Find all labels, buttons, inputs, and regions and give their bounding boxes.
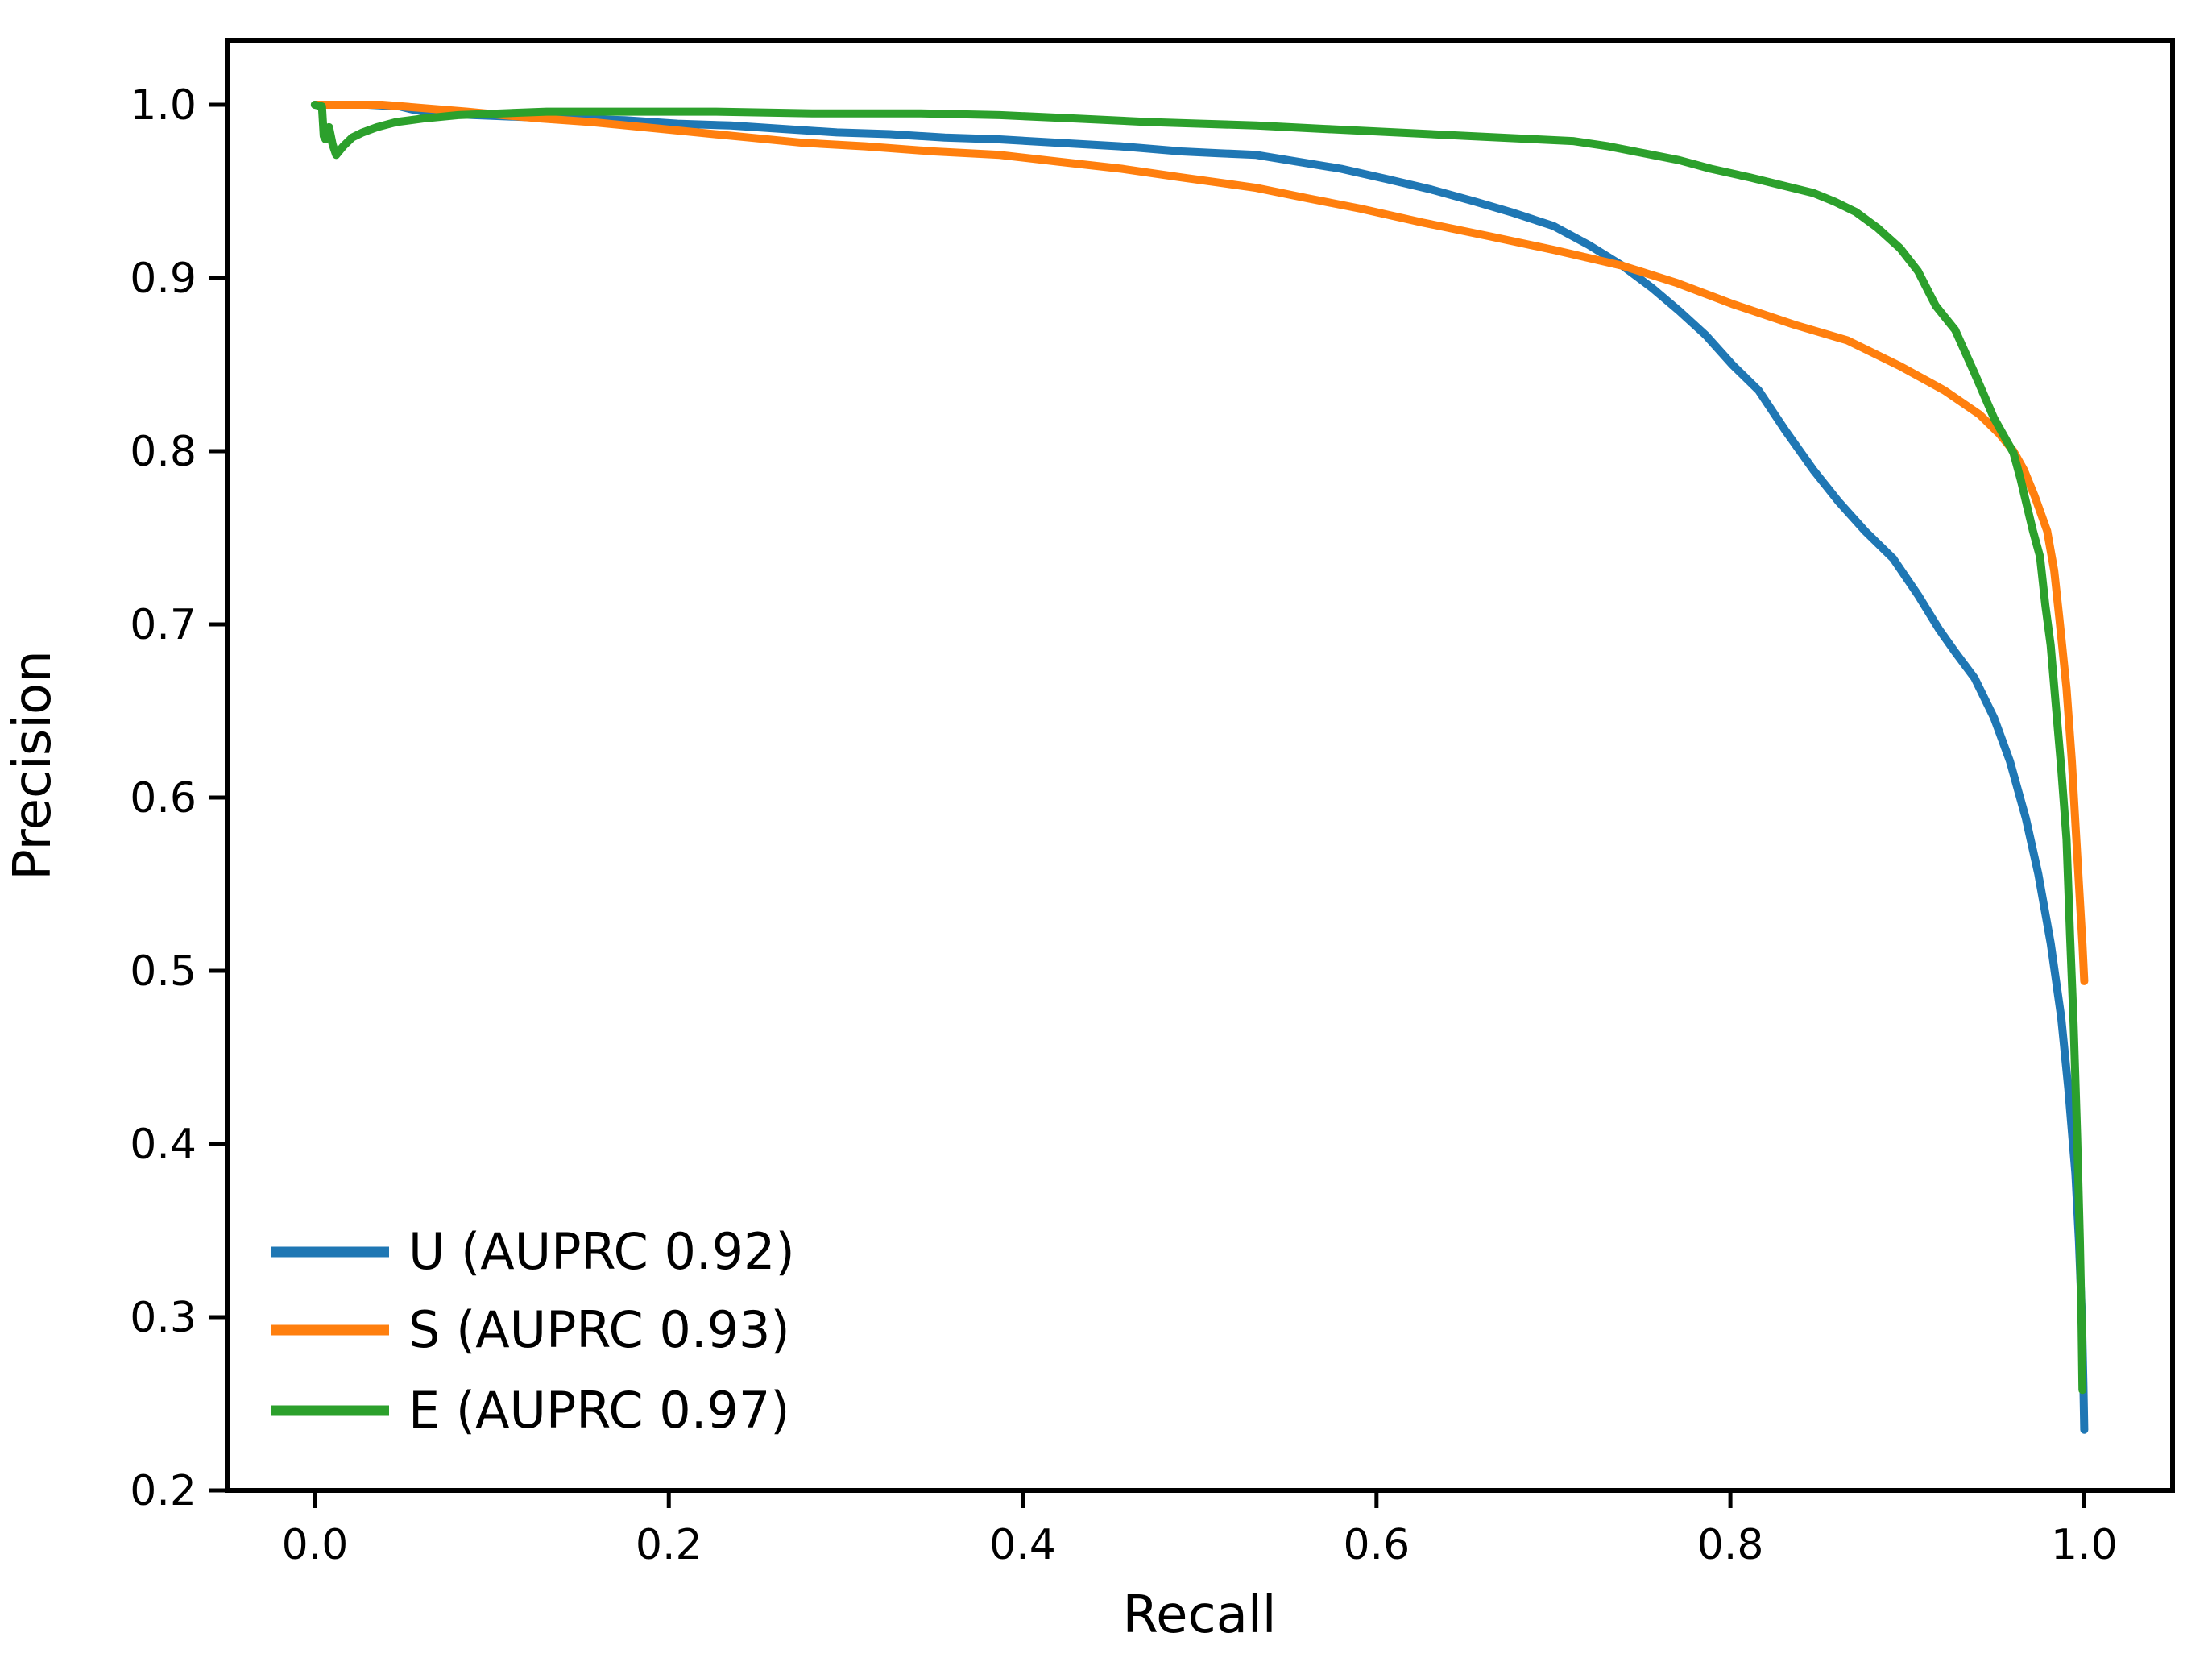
x-axis-label: Recall [1123, 1585, 1277, 1645]
y-tick-label: 0.6 [130, 774, 197, 823]
x-tick-label: 0.8 [1697, 1521, 1764, 1569]
legend-label-E: E (AUPRC 0.97) [408, 1381, 789, 1440]
series-line-E [310, 101, 2087, 1395]
y-axis-ticks: 0.2 0.3 0.4 0.5 0.6 0.7 0.8 0.9 1.0 [130, 81, 227, 1515]
plot-border [225, 38, 2175, 1493]
x-axis-ticks: 0.0 0.2 0.4 0.6 0.8 1.0 [282, 1490, 2118, 1569]
x-tick-label: 0.4 [989, 1521, 1056, 1569]
series-lines [310, 101, 2089, 1434]
series-line-U [310, 101, 2089, 1434]
legend: U (AUPRC 0.92) S (AUPRC 0.93) E (AUPRC 0.9… [271, 1222, 795, 1440]
x-tick-label: 0.6 [1343, 1521, 1410, 1569]
x-tick-label: 1.0 [2051, 1521, 2118, 1569]
series-line-S [310, 101, 2089, 985]
x-tick-label: 0.0 [282, 1521, 349, 1569]
y-tick-label: 0.9 [130, 255, 197, 303]
y-tick-label: 0.2 [130, 1467, 197, 1515]
legend-label-U: U (AUPRC 0.92) [408, 1222, 795, 1281]
y-tick-label: 0.8 [130, 428, 197, 476]
y-tick-label: 0.4 [130, 1121, 197, 1169]
x-tick-label: 0.2 [636, 1521, 702, 1569]
y-tick-label: 0.5 [130, 947, 197, 996]
y-axis-label: Precision [3, 650, 63, 881]
y-tick-label: 1.0 [130, 81, 197, 130]
legend-label-S: S (AUPRC 0.93) [408, 1300, 790, 1359]
y-tick-label: 0.3 [130, 1294, 197, 1342]
y-tick-label: 0.7 [130, 601, 197, 649]
